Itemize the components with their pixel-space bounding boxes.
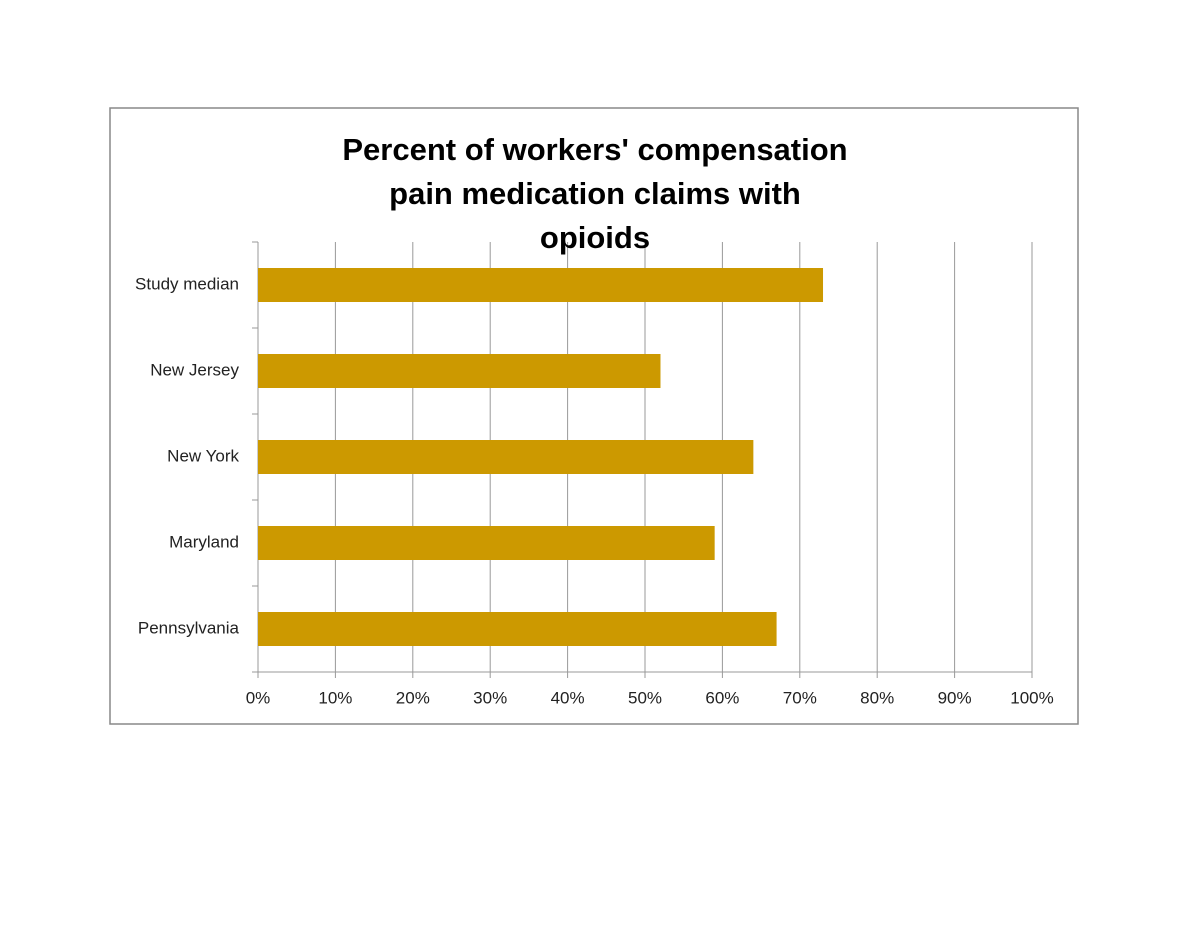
x-tick-label: 20% [396, 688, 430, 707]
chart-title: Percent of workers' compensation pain me… [342, 132, 848, 255]
x-tick-label: 100% [1010, 688, 1053, 707]
bar [258, 268, 824, 302]
bar [258, 440, 754, 474]
y-tick-label: Pennsylvania [138, 618, 240, 637]
x-tick-label: 90% [938, 688, 972, 707]
bar [258, 526, 715, 560]
x-tick-label: 50% [628, 688, 662, 707]
y-tick-label: Study median [135, 274, 239, 293]
y-tick-label: New Jersey [150, 360, 239, 379]
x-tick-label: 40% [551, 688, 585, 707]
x-tick-label: 30% [473, 688, 507, 707]
x-tick-label: 80% [860, 688, 894, 707]
y-tick-label: New York [167, 446, 239, 465]
bar [258, 354, 661, 388]
x-tick-label: 70% [783, 688, 817, 707]
bar [258, 612, 777, 646]
x-tick-label: 60% [705, 688, 739, 707]
x-tick-label: 0% [246, 688, 271, 707]
x-tick-label: 10% [318, 688, 352, 707]
y-tick-label: Maryland [169, 532, 239, 551]
